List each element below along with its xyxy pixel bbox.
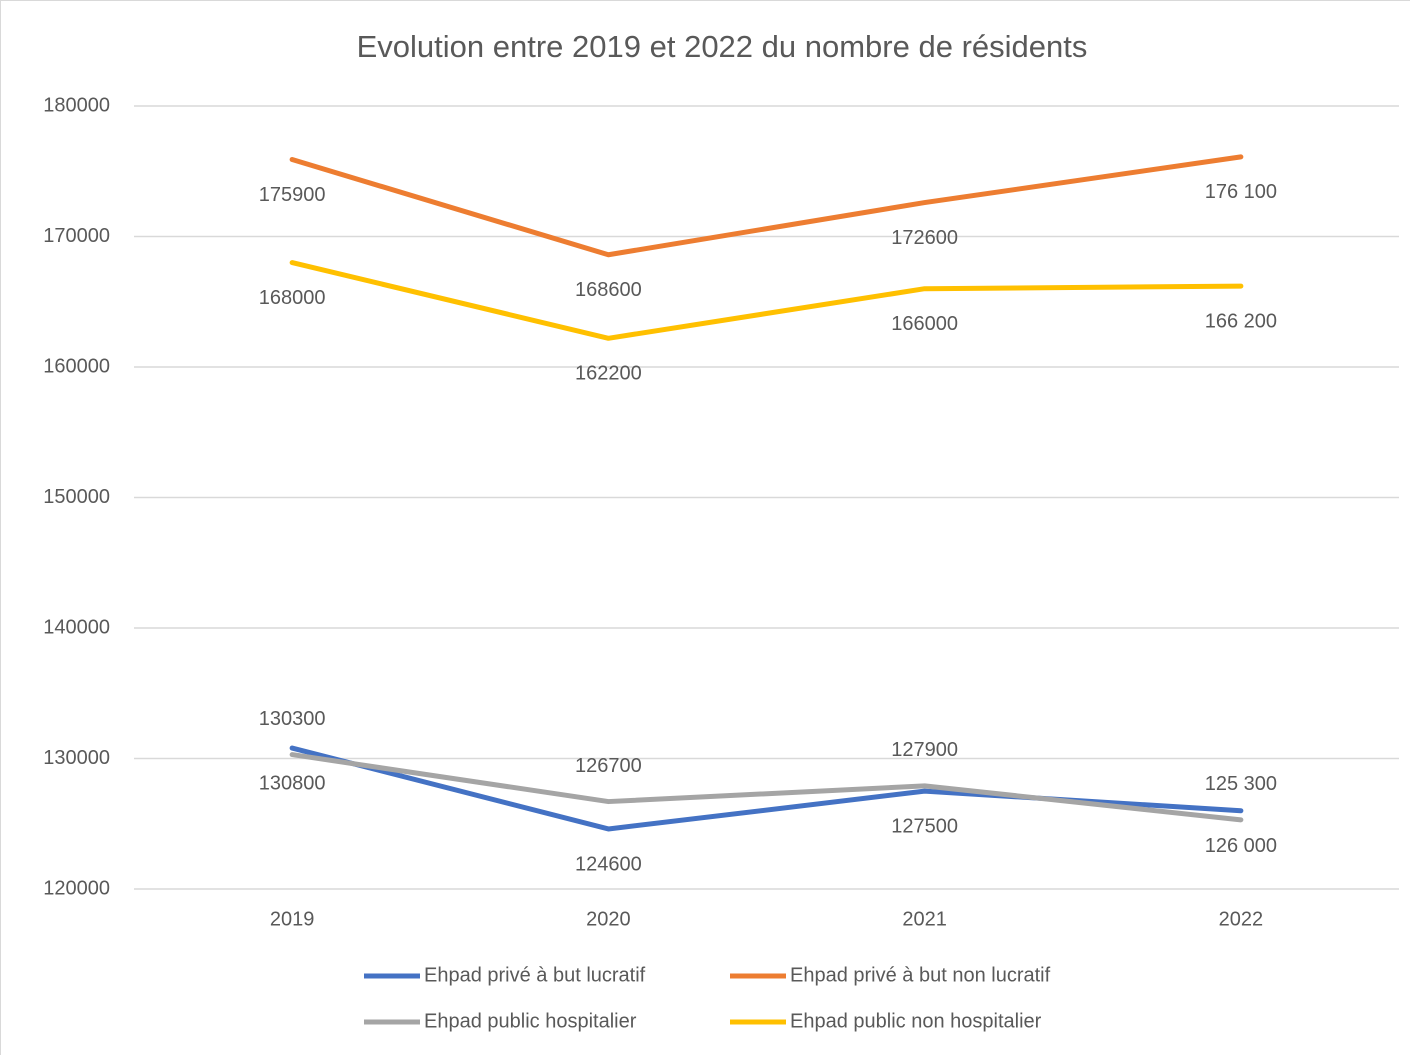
chart-title: Evolution entre 2019 et 2022 du nombre d… [357, 29, 1088, 64]
x-tick-label: 2020 [586, 908, 631, 930]
y-tick-label: 150000 [43, 486, 110, 508]
data-label: 126 000 [1205, 835, 1277, 857]
y-tick-label: 120000 [43, 877, 110, 899]
series-line [289, 154, 1244, 258]
legend-label: Ehpad public hospitalier [424, 1010, 637, 1032]
legend-label: Ehpad privé à but lucratif [424, 964, 646, 986]
data-label: 127900 [891, 739, 958, 761]
series-line [289, 752, 1244, 823]
y-tick-label: 130000 [43, 747, 110, 769]
data-label: 168600 [575, 279, 642, 301]
series-line [289, 260, 1244, 341]
legend-label: Ehpad privé à but non lucratif [790, 964, 1051, 986]
y-tick-label: 180000 [43, 94, 110, 116]
y-tick-label: 140000 [43, 616, 110, 638]
y-tick-label: 170000 [43, 225, 110, 247]
data-label: 130300 [259, 708, 326, 730]
data-label: 130800 [259, 772, 326, 794]
data-label: 176 100 [1205, 181, 1277, 203]
x-tick-label: 2022 [1219, 908, 1264, 930]
data-label: 166 200 [1205, 310, 1277, 332]
data-label: 162200 [575, 363, 642, 385]
data-label: 126700 [575, 755, 642, 777]
data-label: 125 300 [1205, 773, 1277, 795]
data-label: 172600 [891, 227, 958, 249]
data-label: 175900 [259, 184, 326, 206]
data-label: 124600 [575, 853, 642, 875]
data-label: 168000 [259, 287, 326, 309]
legend-label: Ehpad public non hospitalier [790, 1010, 1042, 1032]
x-tick-label: 2021 [902, 908, 947, 930]
data-label: 127500 [891, 815, 958, 837]
data-label: 166000 [891, 313, 958, 335]
x-tick-label: 2019 [270, 908, 315, 930]
y-tick-label: 160000 [43, 355, 110, 377]
